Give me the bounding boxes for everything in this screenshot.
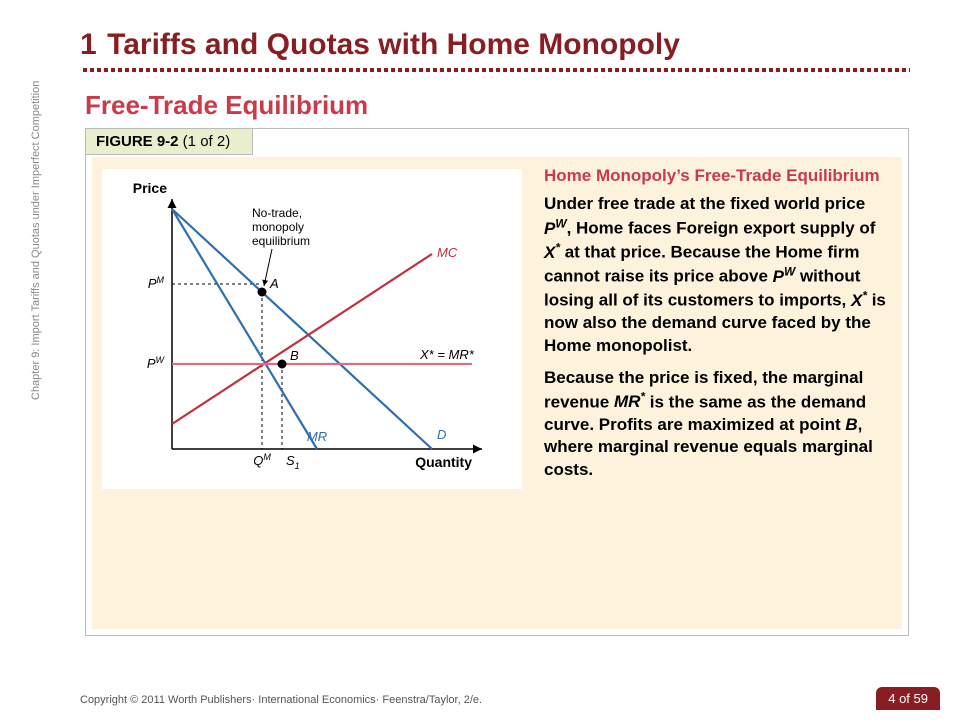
svg-text:PW: PW (147, 355, 166, 371)
svg-text:QM: QM (253, 452, 271, 468)
chart-pane: Price Quantity D MR MC X* = MR* PM PW QM S1 A B No-t… (102, 169, 522, 489)
figure-tab-label: FIGURE 9-2 (96, 133, 179, 150)
svg-text:MR: MR (307, 429, 327, 444)
svg-text:Quantity: Quantity (415, 454, 472, 470)
svg-text:Price: Price (133, 180, 167, 196)
svg-text:PM: PM (148, 275, 165, 291)
svg-text:D: D (437, 427, 446, 442)
figure-body: Price Quantity D MR MC X* = MR* PM PW QM S1 A B No-t… (92, 157, 902, 629)
section-title: Tariffs and Quotas with Home Monopoly (107, 28, 680, 61)
caption-title: Home Monopoly’s Free-Trade Equilibrium (544, 165, 888, 187)
svg-text:MC: MC (437, 245, 458, 260)
svg-text:A: A (269, 276, 279, 291)
economics-chart: Price Quantity D MR MC X* = MR* PM PW QM S1 A B No-t… (102, 169, 522, 489)
svg-text:No-trade,: No-trade, (252, 206, 302, 220)
figure-tab-paren: (1 of 2) (179, 133, 231, 150)
svg-text:X* = MR*: X* = MR* (419, 347, 475, 362)
caption-para-2: Because the price is fixed, the marginal… (544, 367, 888, 481)
svg-text:S1: S1 (286, 453, 300, 471)
subheader: Free-Trade Equilibrium (85, 90, 368, 121)
caption-para-1: Under free trade at the fixed world pric… (544, 193, 888, 357)
slide-header: 1 Tariffs and Quotas with Home Monopoly (80, 28, 910, 72)
figure-box: FIGURE 9-2 (1 of 2) Price Quantity D MR MC X*… (85, 128, 909, 636)
caption-pane: Home Monopoly’s Free-Trade Equilibrium U… (544, 165, 888, 491)
section-number: 1 (80, 28, 97, 62)
header-divider (80, 68, 910, 72)
svg-text:B: B (290, 348, 299, 363)
copyright-text: Copyright © 2011 Worth Publishers· Inter… (80, 694, 482, 706)
svg-text:monopoly: monopoly (252, 220, 304, 234)
page-indicator: 4 of 59 (876, 687, 940, 710)
svg-text:equilibrium: equilibrium (252, 234, 310, 248)
chapter-side-label: Chapter 9: Import Tariffs and Quotas und… (30, 81, 42, 400)
figure-tab: FIGURE 9-2 (1 of 2) (85, 128, 253, 155)
